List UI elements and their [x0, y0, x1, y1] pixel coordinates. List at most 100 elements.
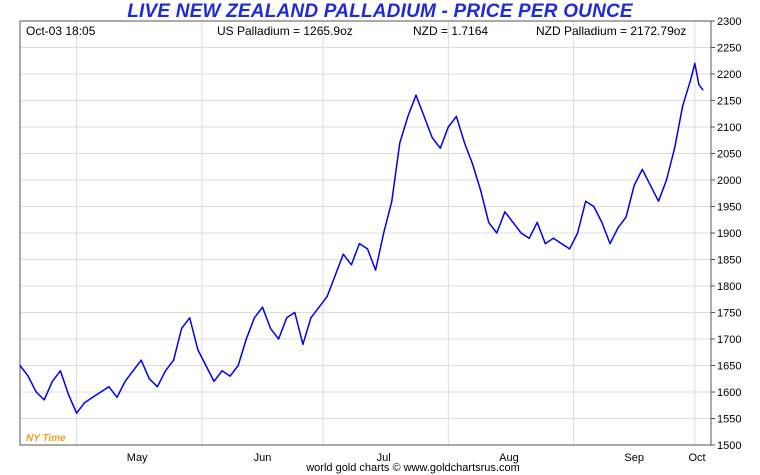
price-point [609, 243, 611, 245]
price-point [67, 394, 70, 396]
price-point [181, 327, 183, 329]
price-point [633, 184, 635, 186]
header-us-price: US Palladium = 1265.9oz [217, 24, 353, 38]
price-point [702, 89, 704, 91]
price-point [698, 84, 700, 86]
price-point [229, 375, 231, 377]
price-point [617, 227, 619, 229]
price-point [601, 221, 603, 223]
y-axis-ticks: 1500 1550 1600 1650 1700 1750 1800 1850 1900 1950… [711, 16, 741, 452]
price-point [261, 306, 264, 308]
price-point [84, 402, 86, 404]
y-tick-label: 1500 [717, 440, 741, 452]
price-point [35, 391, 37, 393]
price-point [326, 296, 328, 298]
price-point [278, 338, 280, 340]
price-point [552, 237, 555, 239]
y-tick-label: 1850 [717, 255, 741, 267]
y-tick-label: 2100 [717, 122, 741, 134]
price-point [455, 115, 457, 117]
price-point [657, 200, 660, 202]
price-point [504, 211, 506, 213]
price-point [665, 179, 668, 181]
y-tick-label: 2200 [717, 69, 741, 81]
grid-lines [20, 20, 711, 446]
price-point [43, 399, 45, 401]
price-point [585, 200, 587, 202]
price-point [124, 380, 126, 382]
price-point [690, 78, 692, 80]
price-point [132, 370, 134, 372]
price-point [383, 232, 385, 234]
header-fx-rate: NZD = 1.7164 [413, 24, 488, 38]
price-series [19, 62, 704, 414]
header-date-time: Oct-03 18:05 [26, 24, 96, 38]
credit-text: world gold charts © www.goldchartsrus.co… [305, 462, 520, 474]
y-tick-label: 2250 [717, 43, 741, 55]
price-point [92, 396, 94, 398]
y-tick-label: 2150 [717, 96, 741, 108]
y-tick-label: 1700 [717, 334, 741, 346]
price-point [488, 221, 490, 223]
price-point [447, 126, 449, 128]
price-point [463, 142, 466, 144]
price-point [164, 370, 167, 372]
header-local-price: NZD Palladium = 2172.79oz [536, 24, 686, 38]
x-tick-label: Sep [624, 452, 644, 464]
price-point [694, 62, 696, 64]
x-tick-label: Jul [377, 452, 391, 464]
price-point [140, 359, 142, 361]
price-point [76, 412, 78, 414]
price-point [423, 115, 425, 117]
y-tick-label: 2050 [717, 149, 741, 161]
price-point [108, 386, 110, 388]
chart-title: LIVE NEW ZEALAND PALLADIUM - PRICE PER O… [127, 1, 633, 22]
price-point [682, 105, 684, 107]
price-point [51, 380, 53, 382]
price-point [148, 378, 150, 380]
price-point [528, 237, 530, 239]
price-point [407, 115, 409, 117]
price-point [342, 253, 344, 255]
timezone-label: NY Time [26, 433, 66, 444]
price-point [649, 184, 652, 186]
price-point [399, 142, 401, 144]
price-point [253, 317, 255, 319]
y-tick-label: 1550 [717, 414, 741, 426]
y-tick-label: 1950 [717, 202, 741, 214]
price-point [496, 232, 498, 234]
price-point [366, 248, 369, 250]
price-point [269, 327, 272, 329]
x-tick-label: May [127, 452, 148, 464]
price-point [641, 168, 643, 170]
y-tick-label: 1900 [717, 228, 741, 240]
y-tick-label: 1800 [717, 281, 741, 293]
price-point [674, 147, 676, 149]
price-point [334, 274, 336, 276]
price-point [391, 200, 393, 202]
price-point [59, 370, 62, 372]
price-point [350, 264, 352, 266]
price-point [19, 364, 21, 367]
price-point [310, 317, 312, 319]
y-tick-label: 1600 [717, 387, 741, 399]
price-point [560, 243, 563, 245]
price-point [544, 243, 546, 245]
price-point [213, 380, 215, 382]
price-point [593, 205, 595, 208]
price-point [173, 359, 175, 361]
x-tick-label: Oct [688, 452, 705, 464]
price-point [294, 311, 296, 314]
price-point [27, 375, 29, 377]
price-point [415, 94, 417, 96]
price-point [100, 391, 102, 393]
price-point [116, 396, 118, 398]
price-point [439, 147, 441, 149]
price-point [205, 364, 207, 367]
price-point [318, 306, 320, 308]
price-point [302, 343, 304, 345]
x-axis-ticks: May Jun Jul Aug Sep Oct [127, 452, 706, 464]
price-point [431, 137, 433, 139]
y-tick-label: 2000 [717, 175, 741, 187]
